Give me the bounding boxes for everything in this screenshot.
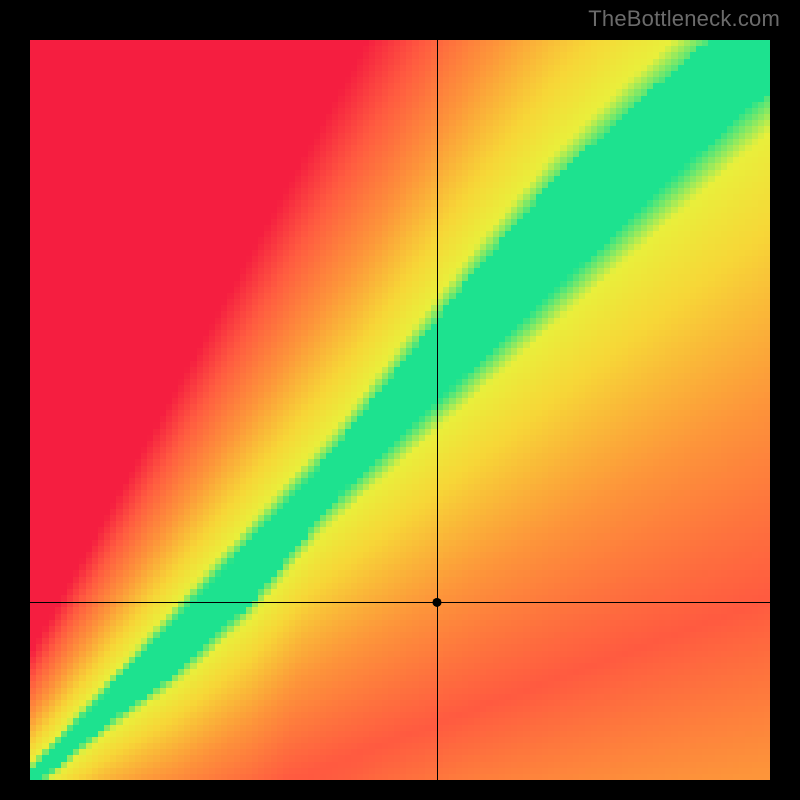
bottleneck-heatmap [30,40,770,780]
watermark-text: TheBottleneck.com [588,6,780,32]
